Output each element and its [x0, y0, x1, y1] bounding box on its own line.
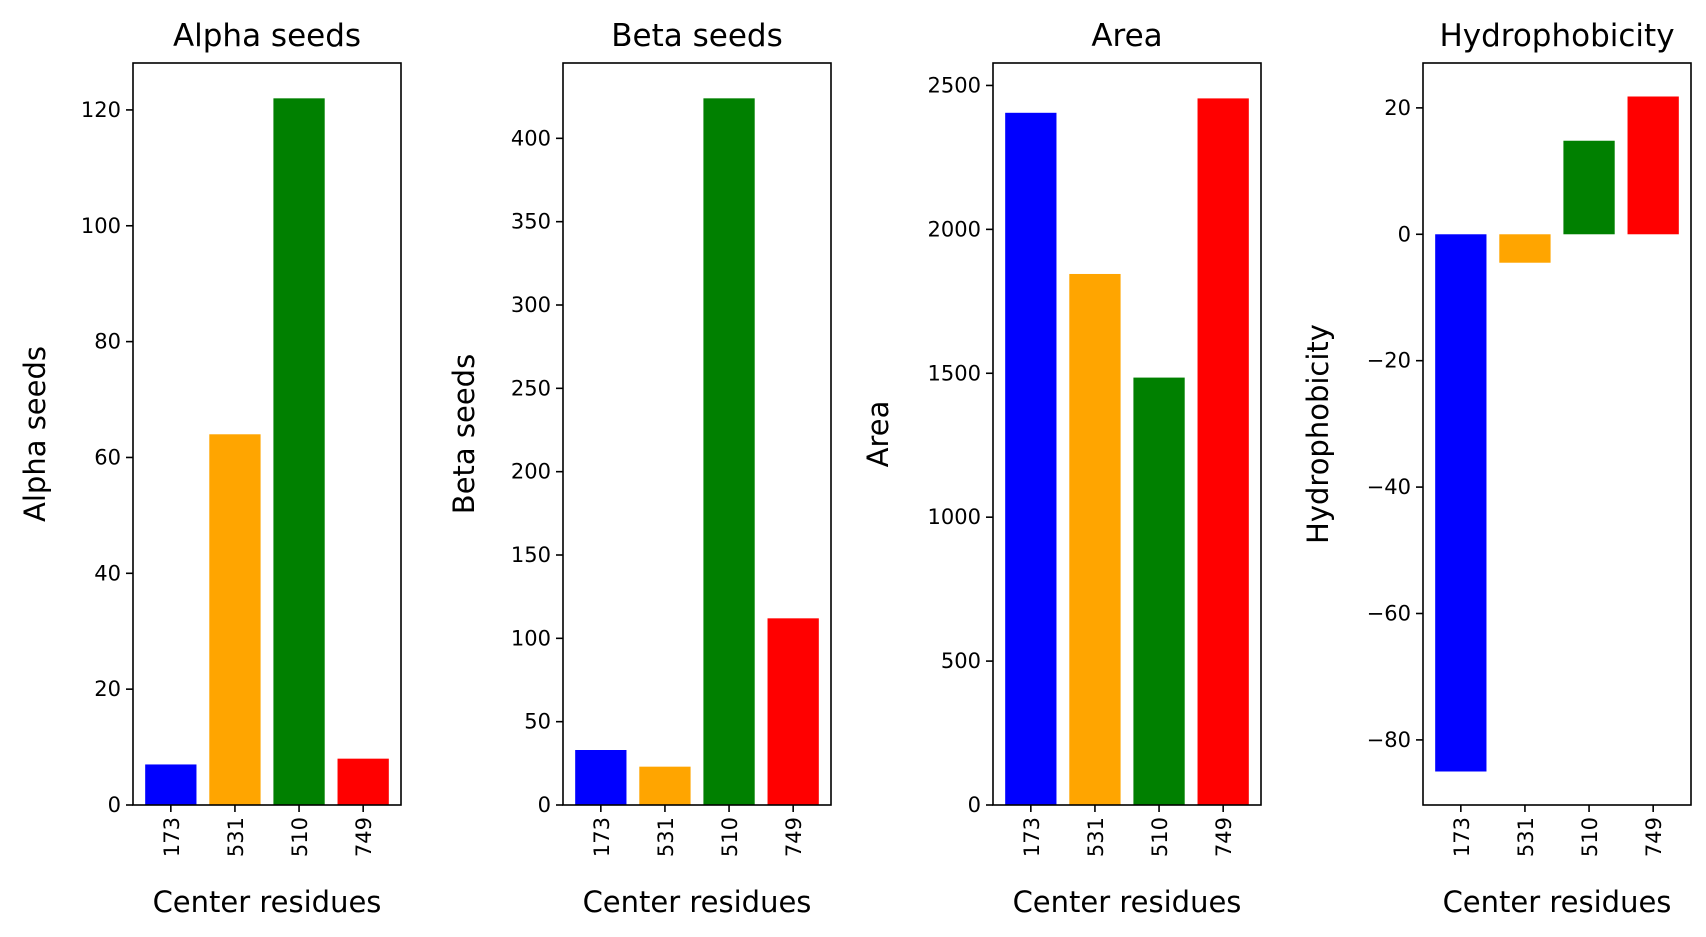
y-tick-label: 0	[1398, 222, 1411, 246]
x-ticks: 173 531 510 749	[590, 805, 806, 857]
y-tick-label: 300	[511, 293, 551, 317]
chart-panel-hydrophobicity: −80 −60 −40 −20 0 20 173 531 510 749 Hydrophobic…	[1301, 18, 1692, 919]
x-tick-label: 531	[224, 817, 248, 857]
y-tick-label: 0	[108, 793, 121, 817]
x-tick-label: 173	[1020, 817, 1044, 857]
y-tick-label: 500	[941, 649, 981, 673]
x-tick-label: 749	[352, 817, 376, 857]
y-ticks: −80 −60 −40 −20 0 20	[1367, 96, 1423, 752]
y-tick-label: 100	[511, 626, 551, 650]
x-ticks: 173 531 510 749	[160, 805, 376, 857]
panel-title: Hydrophobicity	[1439, 18, 1674, 54]
bar-531	[209, 434, 261, 805]
x-tick-label: 510	[1578, 817, 1602, 857]
y-tick-label: −40	[1367, 475, 1411, 499]
y-tick-label: 100	[81, 214, 121, 238]
y-axis-label: Hydrophobicity	[1301, 324, 1335, 544]
bar-749	[767, 618, 819, 805]
x-axis-label: Center residues	[1013, 885, 1242, 919]
panel-title: Area	[1091, 18, 1162, 54]
y-axis-label: Area	[861, 401, 895, 468]
x-tick-label: 173	[160, 817, 184, 857]
y-tick-label: 80	[94, 330, 121, 354]
bar-510	[703, 98, 755, 806]
x-axis-label: Center residues	[153, 885, 382, 919]
bars	[145, 98, 389, 806]
axes-frame	[1422, 62, 1692, 806]
bar-749	[337, 758, 389, 805]
x-tick-label: 531	[654, 817, 678, 857]
y-tick-label: 0	[538, 793, 551, 817]
bar-510	[1133, 377, 1185, 805]
y-tick-label: 40	[94, 561, 121, 585]
panel-title: Beta seeds	[611, 18, 782, 54]
x-tick-label: 531	[1514, 817, 1538, 857]
bar-173	[1435, 234, 1487, 772]
y-ticks: 0 50 100 150 200 250 300 350 400	[511, 126, 563, 817]
x-axis-label: Center residues	[1443, 885, 1672, 919]
y-tick-label: 250	[511, 376, 551, 400]
chart-panel-alpha-seeds: 0 20 40 60 80 100 120 173 531 510 749 Alpha seeds…	[18, 18, 402, 919]
y-tick-label: 50	[524, 710, 551, 734]
x-ticks: 173 531 510 749	[1020, 805, 1236, 857]
bars	[1005, 98, 1249, 806]
x-ticks: 173 531 510 749	[1450, 805, 1666, 857]
x-tick-label: 510	[288, 817, 312, 857]
y-tick-label: 0	[968, 793, 981, 817]
bar-173	[1005, 112, 1057, 806]
y-tick-label: 200	[511, 460, 551, 484]
x-tick-label: 749	[782, 817, 806, 857]
bar-749	[1627, 96, 1679, 235]
bar-749	[1197, 98, 1249, 806]
bars	[575, 98, 819, 806]
y-tick-label: 2500	[928, 73, 981, 97]
y-ticks: 0 20 40 60 80 100 120	[81, 98, 133, 817]
y-axis-label: Alpha seeds	[18, 346, 52, 522]
bar-173	[145, 764, 197, 805]
bar-510	[273, 98, 325, 806]
bar-531	[1069, 273, 1121, 806]
x-tick-label: 749	[1642, 817, 1666, 857]
y-tick-label: 20	[1384, 96, 1411, 120]
bar-510	[1563, 140, 1615, 235]
x-tick-label: 749	[1212, 817, 1236, 857]
y-tick-label: −20	[1367, 349, 1411, 373]
axes-frame	[132, 62, 402, 806]
bar-531	[1499, 234, 1551, 263]
x-tick-label: 531	[1084, 817, 1108, 857]
bar-531	[639, 766, 691, 805]
y-tick-label: 1000	[928, 505, 981, 529]
x-tick-label: 510	[718, 817, 742, 857]
y-tick-label: 20	[94, 677, 121, 701]
y-tick-label: 2000	[928, 217, 981, 241]
x-tick-label: 173	[1450, 817, 1474, 857]
chart-panel-beta-seeds: 0 50 100 150 200 250 300 350 400 173 531 510 749 Be…	[447, 18, 832, 919]
panel-title: Alpha seeds	[173, 18, 361, 54]
y-tick-label: 120	[81, 98, 121, 122]
x-tick-label: 173	[590, 817, 614, 857]
axes-frame	[992, 62, 1262, 806]
bars	[1435, 96, 1679, 772]
y-axis-label: Beta seeds	[447, 354, 481, 514]
y-tick-label: 60	[94, 445, 121, 469]
y-tick-label: 150	[511, 543, 551, 567]
y-tick-label: 350	[511, 210, 551, 234]
x-axis-label: Center residues	[583, 885, 812, 919]
y-tick-label: −60	[1367, 601, 1411, 625]
y-tick-label: 400	[511, 126, 551, 150]
chart-panel-area: 0 500 1000 1500 2000 2500 173 531 510 749 Area C…	[861, 18, 1262, 919]
bar-173	[575, 750, 627, 805]
y-tick-label: 1500	[928, 361, 981, 385]
y-ticks: 0 500 1000 1500 2000 2500	[928, 73, 993, 817]
y-tick-label: −80	[1367, 728, 1411, 752]
x-tick-label: 510	[1148, 817, 1172, 857]
axes-frame	[562, 62, 832, 806]
